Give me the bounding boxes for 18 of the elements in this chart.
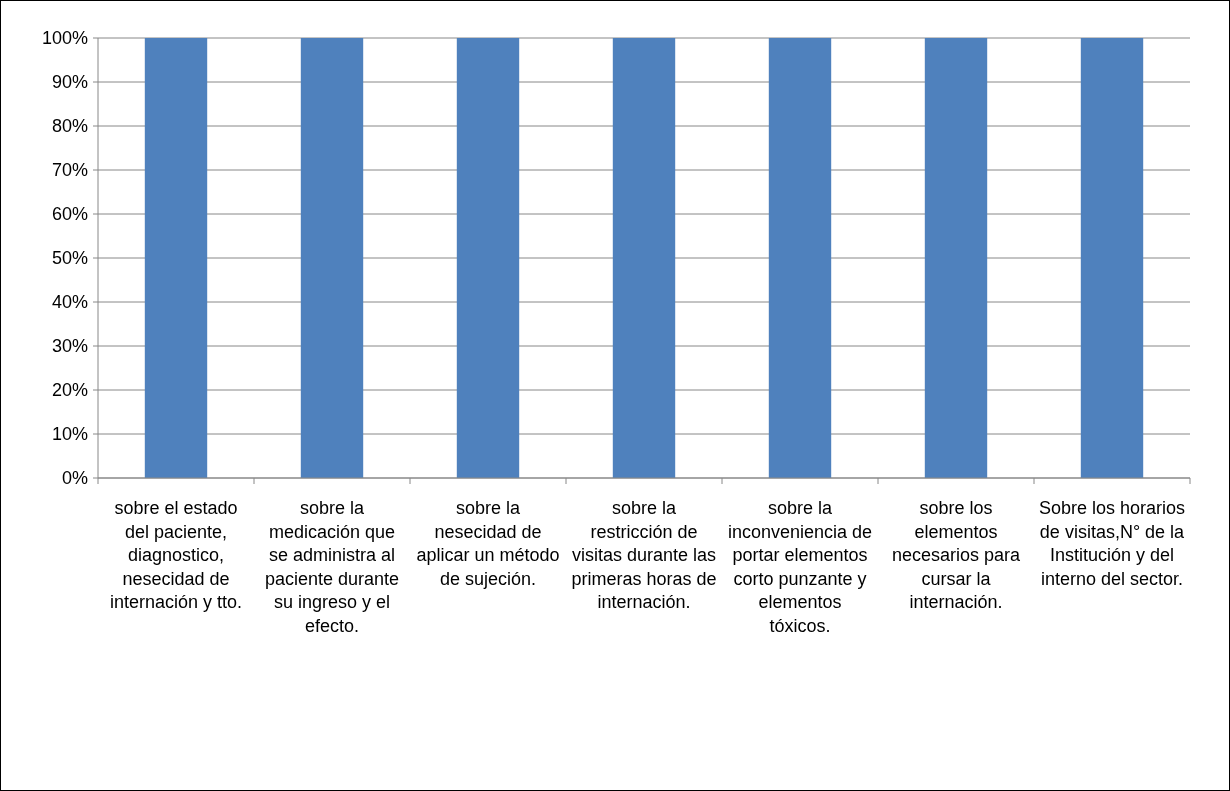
y-tick-label: 80% xyxy=(51,116,88,137)
x-tick-label: sobre el estado del paciente, diagnostico, nesecidad de internación y tto. xyxy=(109,498,243,612)
x-tick-label: sobre la medicación que se administra al paciente durante su ingreso y el efecto. xyxy=(264,498,400,636)
x-tick-label: Sobre los horarios de visitas,N° de la Institución y del interno del sector. xyxy=(1038,498,1186,589)
x-tick-label: sobre la nesecidad de aplicar un método de sujeción. xyxy=(416,498,560,589)
y-tick-label: 90% xyxy=(51,72,88,93)
y-tick-label: 20% xyxy=(51,380,88,401)
y-tick-label: 50% xyxy=(51,248,88,269)
y-tick-label: 60% xyxy=(51,204,88,225)
y-tick-label: 40% xyxy=(51,292,88,313)
x-tick-label: sobre la restricción de visitas durante las primeras horas de internación. xyxy=(571,498,717,612)
y-tick-label: 0% xyxy=(61,468,88,489)
y-tick-label: 70% xyxy=(51,160,88,181)
y-tick-label: 10% xyxy=(51,424,88,445)
y-tick-label: 30% xyxy=(51,336,88,357)
y-tick-label: 100% xyxy=(41,28,88,49)
x-tick-label: sobre los elementos necesarios para cursar la internación. xyxy=(891,498,1022,612)
x-tick-label: sobre la inconveniencia de portar elementos corto punzante y elementos tóxicos. xyxy=(727,498,873,636)
